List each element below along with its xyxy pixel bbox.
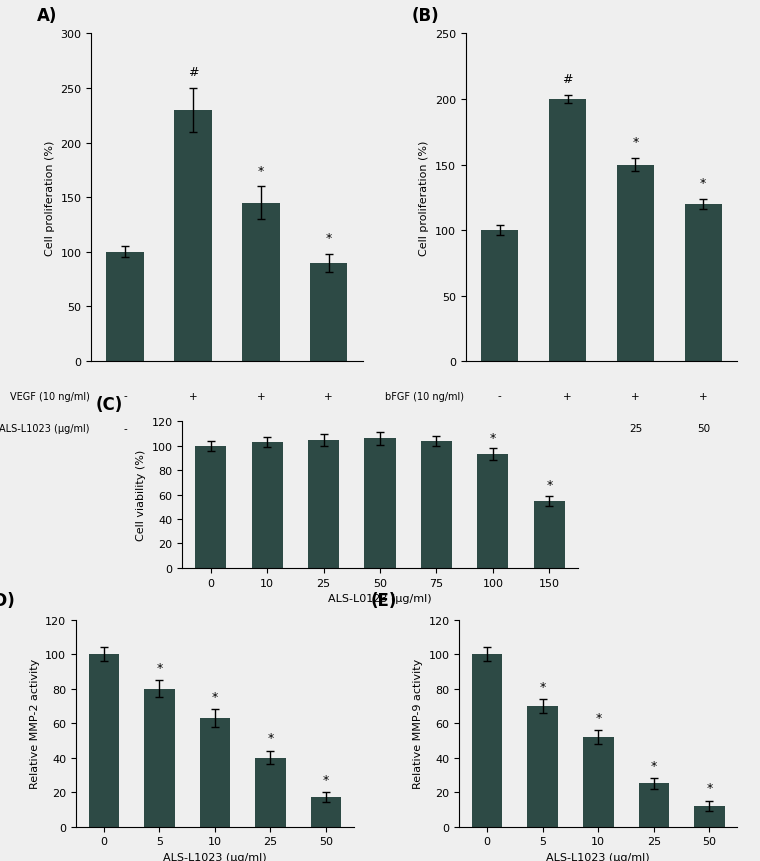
Text: -: - [123, 391, 127, 401]
Text: *: * [632, 136, 638, 149]
Bar [195, 446, 226, 568]
Text: *: * [706, 782, 713, 795]
Bar [617, 165, 654, 362]
Bar [106, 252, 144, 362]
Bar [308, 440, 339, 568]
Text: +: + [563, 391, 572, 401]
X-axis label: ALS-L0123 (μg/ml): ALS-L0123 (μg/ml) [328, 593, 432, 604]
Text: bFGF (10 ng/ml): bFGF (10 ng/ml) [385, 391, 464, 401]
Y-axis label: Cell proliferation (%): Cell proliferation (%) [45, 140, 55, 256]
Text: +: + [257, 391, 265, 401]
Bar [88, 654, 119, 827]
Text: +: + [325, 391, 333, 401]
Bar [174, 111, 211, 362]
Text: 50: 50 [697, 424, 710, 434]
Text: -: - [498, 424, 502, 434]
Text: 25: 25 [254, 424, 268, 434]
Bar [252, 443, 283, 568]
Bar [534, 501, 565, 568]
Text: *: * [489, 431, 496, 444]
Text: (B): (B) [411, 7, 439, 25]
Bar [549, 100, 586, 362]
Text: #: # [188, 66, 198, 79]
X-axis label: ALS-L1023 (μg/ml): ALS-L1023 (μg/ml) [546, 852, 650, 861]
Bar [527, 706, 558, 827]
Text: ALS-L1023 (μg/ml): ALS-L1023 (μg/ml) [0, 424, 90, 434]
Bar [421, 442, 452, 568]
Text: +: + [699, 391, 708, 401]
Bar [685, 205, 722, 362]
Text: 50: 50 [322, 424, 335, 434]
Text: *: * [540, 680, 546, 693]
Bar [583, 737, 613, 827]
Text: -: - [123, 424, 127, 434]
Bar [481, 231, 518, 362]
Text: *: * [157, 661, 163, 674]
Text: VEGF (10 ng/ml): VEGF (10 ng/ml) [10, 391, 90, 401]
Text: -: - [498, 391, 502, 401]
Text: *: * [323, 773, 329, 786]
Text: ALS-L1023 (μg/ml): ALS-L1023 (μg/ml) [374, 424, 464, 434]
Text: *: * [595, 711, 601, 724]
Text: *: * [268, 732, 274, 745]
Text: (E): (E) [370, 592, 397, 610]
Text: A): A) [37, 7, 57, 25]
Text: -: - [565, 424, 569, 434]
Bar [477, 455, 508, 568]
Bar [694, 806, 725, 827]
Text: *: * [546, 479, 553, 492]
Bar [310, 263, 347, 362]
Text: *: * [258, 164, 264, 177]
Text: (C): (C) [96, 395, 122, 413]
Text: *: * [700, 177, 706, 189]
Bar [638, 784, 669, 827]
Text: *: * [325, 232, 332, 245]
Y-axis label: Relative MMP-9 activity: Relative MMP-9 activity [413, 658, 423, 789]
Text: #: # [562, 73, 573, 86]
Text: *: * [212, 691, 218, 703]
Text: (D): (D) [0, 592, 16, 610]
Text: +: + [188, 391, 198, 401]
Y-axis label: Relative MMP-2 activity: Relative MMP-2 activity [30, 658, 40, 789]
Bar [255, 758, 286, 827]
Text: 25: 25 [629, 424, 642, 434]
Y-axis label: Cell viability (%): Cell viability (%) [136, 449, 146, 541]
Bar [144, 689, 175, 827]
Bar [200, 718, 230, 827]
Text: +: + [631, 391, 640, 401]
Bar [472, 654, 502, 827]
Y-axis label: Cell proliferation (%): Cell proliferation (%) [420, 140, 429, 256]
Bar [365, 439, 395, 568]
Bar [242, 203, 280, 362]
Text: -: - [191, 424, 195, 434]
X-axis label: ALS-L1023 (μg/ml): ALS-L1023 (μg/ml) [163, 852, 267, 861]
Text: *: * [651, 759, 657, 772]
Bar [311, 797, 341, 827]
